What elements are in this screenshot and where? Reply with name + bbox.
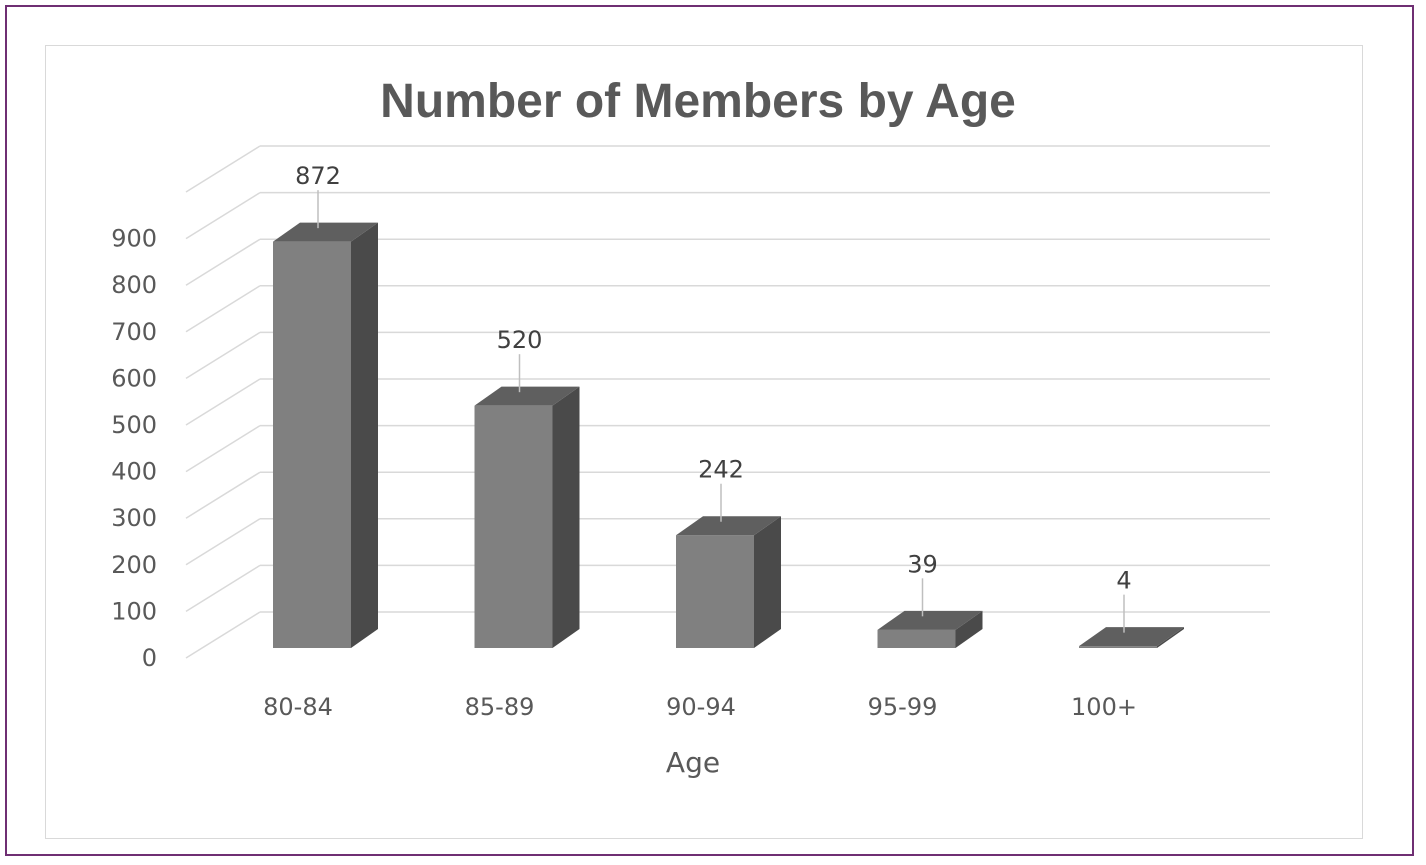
bar [273, 222, 378, 648]
x-tick-label: 85-89 [465, 693, 535, 721]
x-tick-label: 95-99 [868, 693, 938, 721]
gridline-depth [185, 191, 261, 240]
gridline [185, 424, 1270, 473]
y-axis-ticks: 0 100 200 300 400 500 600 700 800 900 [111, 225, 157, 672]
y-tick-label: 300 [111, 504, 157, 532]
y-tick-label: 800 [111, 271, 157, 299]
x-tick-label: 80-84 [263, 693, 333, 721]
bar-top [474, 386, 580, 406]
gridline-depth [185, 471, 261, 519]
y-tick-label: 600 [111, 364, 157, 392]
gridline [185, 378, 1270, 426]
gridline-depth [185, 378, 261, 426]
bar-side [351, 222, 378, 648]
bar [474, 386, 580, 648]
data-label: 872 [295, 162, 341, 190]
bar-front [474, 405, 553, 648]
gridline-depth [185, 564, 261, 613]
y-tick-label: 500 [111, 411, 157, 439]
chart-area [45, 45, 1363, 839]
gridline-depth [185, 611, 261, 659]
gridline [185, 331, 1270, 380]
y-tick-label: 400 [111, 458, 157, 486]
gridline-depth [185, 145, 261, 193]
data-label: 39 [907, 550, 938, 578]
gridline [185, 471, 1270, 519]
gridline [185, 145, 1270, 193]
bar-side [754, 516, 781, 648]
x-tick-label: 100+ [1071, 693, 1137, 721]
chart-frame [5, 5, 1414, 856]
bar [676, 516, 781, 648]
gridline-depth [185, 331, 261, 380]
bar-top [1079, 627, 1184, 647]
x-tick-label: 90-94 [666, 693, 736, 721]
bar-front [1079, 646, 1157, 648]
bar-top [877, 610, 983, 630]
bars [273, 222, 1184, 648]
bar-front [877, 629, 956, 648]
y-tick-label: 900 [111, 225, 157, 253]
data-label: 4 [1116, 567, 1131, 595]
bar-side [955, 610, 983, 648]
bar-side [1157, 627, 1184, 648]
y-tick-label: 100 [111, 597, 157, 625]
bar-top [273, 222, 378, 242]
bar-side [552, 386, 580, 648]
bar [1079, 627, 1184, 648]
gridline-depth [185, 238, 261, 286]
gridline-depth [185, 424, 261, 473]
y-tick-label: 700 [111, 318, 157, 346]
gridline [185, 191, 1270, 240]
bar [877, 610, 983, 648]
gridline-depth [185, 518, 261, 566]
y-tick-label: 200 [111, 551, 157, 579]
x-axis-ticks: 80-84 85-89 90-94 95-99 100+ [263, 693, 1137, 721]
chart-title: Number of Members by Age [380, 75, 1016, 128]
data-labels: 872 520 242 39 4 [295, 162, 1132, 633]
data-label: 242 [698, 456, 744, 484]
y-tick-label: 0 [142, 644, 157, 672]
bar-top [676, 516, 781, 536]
gridline [185, 285, 1270, 333]
x-axis-label: Age [666, 746, 720, 779]
bar-front [676, 535, 754, 648]
data-label: 520 [497, 326, 543, 354]
bar-front [273, 241, 351, 648]
gridline [185, 238, 1270, 286]
gridline-depth [185, 285, 261, 333]
